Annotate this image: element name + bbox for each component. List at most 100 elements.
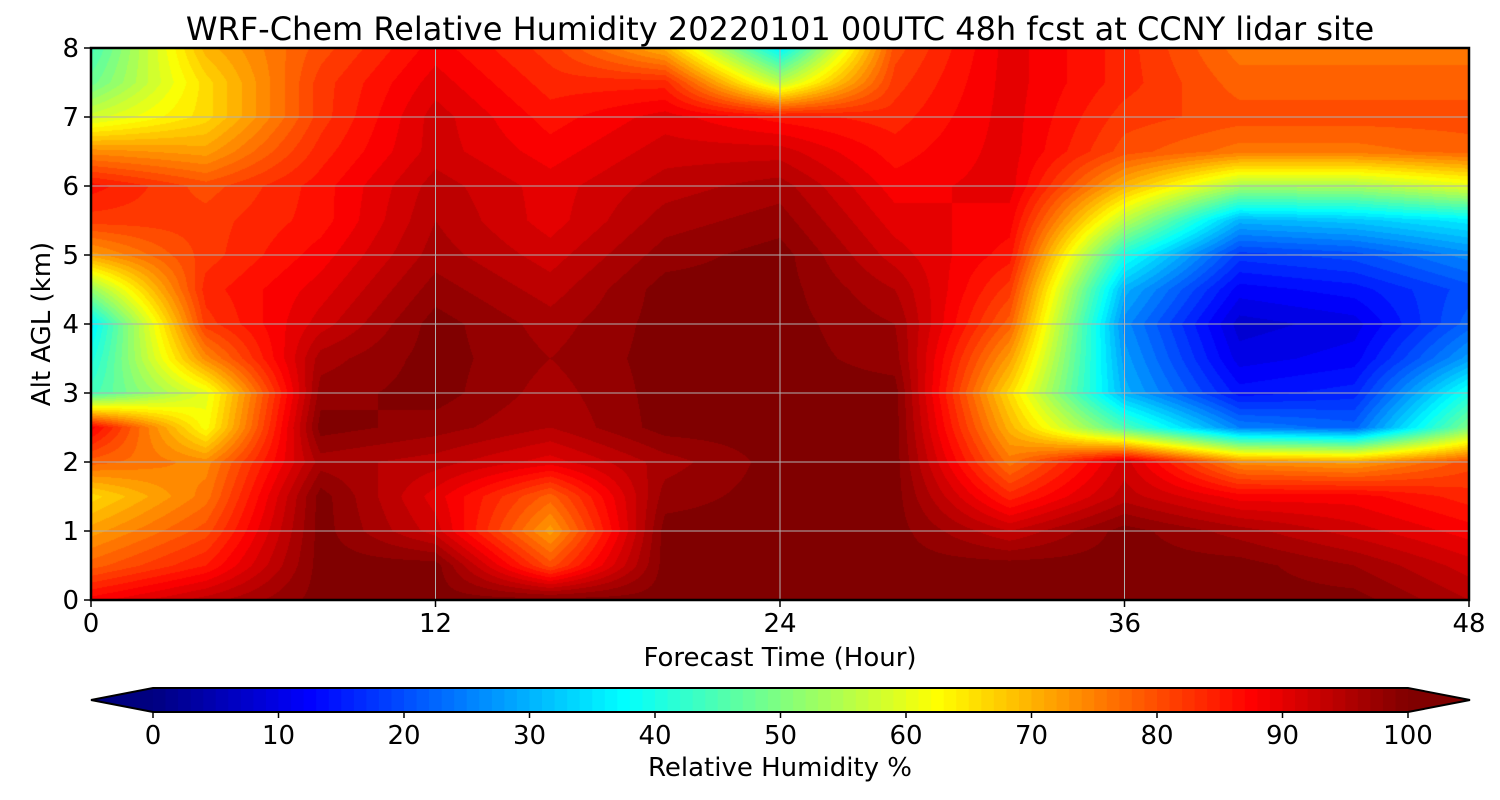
y-tick-label-3: 3 [62, 379, 79, 409]
colorbar-band-29 [516, 688, 531, 712]
colorbar-band-6 [228, 688, 242, 712]
colorbar-band-92 [1307, 688, 1321, 712]
colorbar-tick-label-6: 60 [889, 721, 922, 751]
colorbar-tick-label-8: 80 [1140, 721, 1173, 751]
colorbar-band-75 [1094, 688, 1108, 712]
colorbar-band-47 [742, 688, 756, 712]
colorbar-band-89 [1269, 688, 1284, 712]
colorbar-band-0 [153, 688, 167, 712]
plot-area [89, 46, 1471, 602]
colorbar-band-64 [956, 688, 970, 712]
colorbar-band-32 [554, 688, 568, 712]
colorbar-band-99 [1395, 688, 1409, 712]
colorbar-band-87 [1244, 688, 1258, 712]
colorbar-tick-label-10: 100 [1383, 721, 1433, 751]
x-tick-label-0: 0 [83, 609, 100, 639]
colorbar-band-57 [868, 688, 882, 712]
colorbar-band-10 [278, 688, 292, 712]
y-tick-label-7: 7 [62, 103, 79, 133]
grid-lines [91, 48, 1469, 600]
colorbar-extend-min [91, 688, 153, 712]
colorbar-band-16 [353, 688, 367, 712]
colorbar-band-36 [604, 688, 618, 712]
colorbar-tick-label-7: 70 [1015, 721, 1048, 751]
colorbar-band-21 [416, 688, 430, 712]
colorbar-extend-max [1408, 688, 1470, 712]
colorbar-band-12 [303, 688, 317, 712]
colorbar-tick-label-4: 40 [638, 721, 671, 751]
colorbar-band-44 [705, 688, 719, 712]
colorbar-band-74 [1081, 688, 1095, 712]
chart-title: WRF-Chem Relative Humidity 20220101 00UT… [186, 10, 1374, 48]
colorbar-band-3 [190, 688, 204, 712]
colorbar-band-28 [504, 688, 518, 712]
colorbar-band-39 [642, 688, 656, 712]
colorbar-band-68 [1006, 688, 1020, 712]
colorbar-band-52 [805, 688, 819, 712]
colorbar-band-1 [165, 688, 179, 712]
colorbar-ticks: 0 10 20 30 40 50 60 70 80 90 100 [145, 712, 1433, 751]
y-axis-label: Alt AGL (km) [27, 242, 57, 406]
y-axis-ticks: 0 1 2 3 4 5 6 7 8 [62, 34, 91, 616]
colorbar-band-30 [529, 688, 543, 712]
y-tick-label-2: 2 [62, 448, 79, 478]
colorbar-band-41 [667, 688, 681, 712]
colorbar-band-60 [906, 688, 920, 712]
colorbar-band-37 [617, 688, 631, 712]
colorbar-band-14 [328, 688, 342, 712]
colorbar-band-73 [1069, 688, 1083, 712]
colorbar-band-65 [968, 688, 982, 712]
colorbar-band-81 [1169, 688, 1183, 712]
colorbar-band-55 [843, 688, 857, 712]
colorbar-band-72 [1056, 688, 1070, 712]
colorbar-tick-label-0: 0 [145, 721, 162, 751]
colorbar-band-48 [755, 688, 769, 712]
colorbar-band-35 [592, 688, 606, 712]
colorbar-band-27 [491, 688, 505, 712]
colorbar-band-70 [1031, 688, 1045, 712]
colorbar-band-80 [1157, 688, 1171, 712]
colorbar-band-61 [918, 688, 932, 712]
colorbar-band-63 [943, 688, 957, 712]
colorbar-band-85 [1219, 688, 1233, 712]
colorbar-tick-label-3: 30 [513, 721, 546, 751]
colorbar-band-20 [404, 688, 418, 712]
colorbar-band-54 [830, 688, 844, 712]
x-tick-label-1: 12 [419, 609, 452, 639]
colorbar-tick-label-1: 10 [262, 721, 295, 751]
colorbar-band-98 [1382, 688, 1397, 712]
colorbar-band-18 [378, 688, 393, 712]
colorbar-band-56 [855, 688, 869, 712]
colorbar: 0 10 20 30 40 50 60 70 80 90 100 Relative Humidity… [90, 687, 1471, 783]
x-axis-ticks: 0 12 24 36 48 [83, 600, 1486, 639]
colorbar-band-38 [629, 688, 644, 712]
colorbar-band-22 [429, 688, 443, 712]
colorbar-band-5 [215, 688, 229, 712]
colorbar-band-26 [479, 688, 493, 712]
colorbar-label: Relative Humidity % [648, 753, 912, 783]
colorbar-band-51 [793, 688, 807, 712]
colorbar-band-66 [981, 688, 995, 712]
colorbar-tick-label-2: 20 [387, 721, 420, 751]
colorbar-band-88 [1257, 688, 1271, 712]
colorbar-band-67 [993, 688, 1007, 712]
colorbar-band-33 [567, 688, 581, 712]
colorbar-band-95 [1345, 688, 1359, 712]
colorbar-band-71 [1044, 688, 1058, 712]
colorbar-band-11 [291, 688, 305, 712]
y-tick-label-6: 6 [62, 172, 79, 202]
colorbar-band-46 [730, 688, 744, 712]
colorbar-band-53 [818, 688, 832, 712]
colorbar-band-7 [240, 688, 254, 712]
colorbar-band-15 [341, 688, 355, 712]
x-tick-label-3: 36 [1108, 609, 1141, 639]
colorbar-band-62 [931, 688, 945, 712]
x-tick-label-4: 48 [1452, 609, 1485, 639]
y-tick-label-8: 8 [62, 34, 79, 64]
colorbar-band-84 [1207, 688, 1221, 712]
x-tick-label-2: 24 [763, 609, 796, 639]
colorbar-band-82 [1182, 688, 1196, 712]
colorbar-band-93 [1320, 688, 1334, 712]
colorbar-band-42 [680, 688, 694, 712]
